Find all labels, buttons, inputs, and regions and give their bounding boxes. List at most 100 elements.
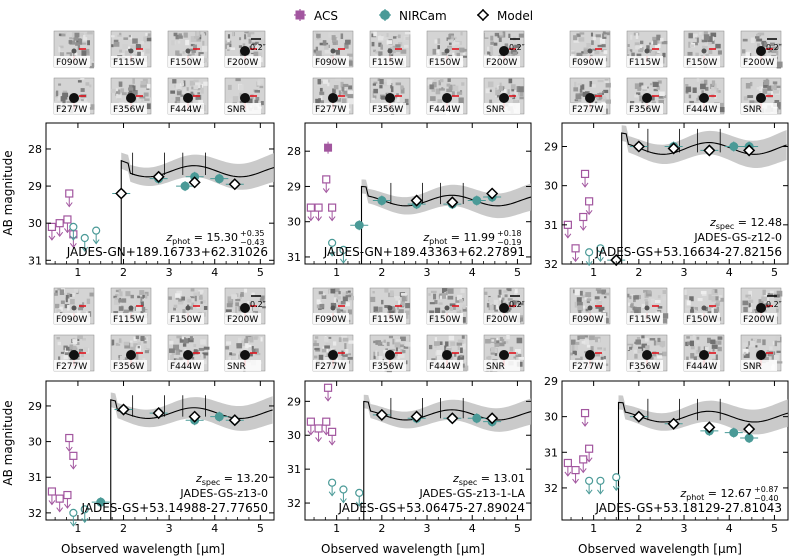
cutout-noise [400, 49, 407, 54]
cutout-noise [394, 296, 401, 299]
cutout-noise [187, 298, 192, 303]
cutout-noise [461, 359, 467, 363]
cutout-noise [602, 90, 605, 93]
cutout-noise [65, 346, 71, 351]
cutout-noise [576, 33, 581, 37]
cutout-noise [490, 347, 496, 353]
nircam-point [596, 244, 605, 263]
cutout-noise [71, 292, 75, 297]
cutout-noise [659, 340, 666, 347]
cutout-noise [67, 298, 71, 304]
cutout-noise [763, 310, 767, 313]
cutout-noise [461, 82, 465, 86]
upper-limit-head [48, 500, 56, 506]
cutout-noise [589, 81, 593, 87]
nircam-point [176, 181, 195, 192]
cutout-noise [313, 343, 320, 347]
cutout-noise [711, 86, 717, 91]
cutout-noise [177, 40, 181, 44]
cutout-noise [145, 103, 151, 110]
cutout-noise [58, 83, 62, 86]
cutout-noise [80, 98, 84, 102]
ylabel-bottom: AB magnitude [1, 400, 15, 485]
cutout-noise [637, 348, 642, 354]
x-tick-label: 3 [424, 266, 431, 279]
cutout-noise [188, 338, 194, 343]
cutout-noise [512, 99, 519, 104]
acs-point [55, 219, 64, 238]
cutout-noise [187, 52, 191, 55]
cutout-noise [499, 31, 503, 36]
x-tick-label: 2 [378, 266, 385, 279]
cutout-noise [514, 300, 519, 304]
cutout-noise [77, 335, 83, 340]
source-blob [642, 350, 652, 360]
cutout-noise [401, 301, 405, 307]
cutout-noise [506, 340, 509, 344]
cutout-noise [717, 50, 722, 55]
cutout-noise [597, 338, 601, 343]
cutout-noise [378, 306, 383, 313]
upper-limit-head [579, 225, 587, 231]
cutout-label-bg [684, 313, 720, 324]
model-point [743, 144, 756, 157]
cutout-noise [130, 294, 134, 299]
cutout-noise [693, 33, 698, 38]
cutout-noise [627, 44, 630, 48]
cutout-noise [441, 293, 446, 299]
nircam-point [467, 413, 486, 424]
source-blob [128, 305, 134, 311]
cutout-noise [77, 44, 81, 50]
cutout-label: F200W [227, 58, 258, 68]
cutout-noise [133, 343, 138, 348]
cutout-noise [193, 44, 197, 51]
cutout-noise [189, 336, 193, 340]
xlabel-left: Observed wavelength [μm] [61, 542, 225, 556]
cutout-noise [54, 292, 58, 296]
cutout-noise [170, 355, 174, 361]
cutout-noise [394, 342, 401, 348]
cutout-noise [511, 53, 516, 58]
nircam-marker [92, 226, 101, 235]
cutout-noise [637, 86, 641, 91]
cutout-label-bg [427, 56, 463, 67]
cutout-noise [348, 60, 353, 66]
cutout-f356w: F356W [110, 77, 152, 115]
nircam-marker [328, 478, 337, 487]
redshift-value: = 12.67 [704, 487, 752, 500]
cutout-noise [372, 290, 375, 294]
cutout-noise [434, 39, 439, 44]
cutout-noise [128, 34, 132, 38]
cutout-noise [719, 102, 724, 108]
cutout-noise [703, 79, 708, 86]
cutout-noise [259, 298, 265, 303]
cutout-noise [181, 296, 186, 301]
cutout-noise [173, 32, 178, 37]
cutout-noise [373, 306, 378, 313]
cutout-noise [343, 88, 346, 93]
legend-label: NIRCam [399, 9, 447, 23]
acs-marker [55, 494, 64, 503]
nircam-point [585, 476, 594, 495]
cutout-noise [597, 44, 604, 47]
cutout-label-bg [111, 103, 147, 114]
cutout-noise [83, 34, 88, 41]
cutout-noise [577, 301, 583, 306]
cutout-label-bg [570, 103, 606, 114]
cutout-noise [752, 337, 758, 341]
source-blob [69, 350, 79, 360]
y-tick-label: 29 [544, 375, 558, 388]
acs-marker [585, 444, 594, 453]
cutout-noise [178, 298, 182, 304]
cutout-noise [742, 342, 748, 348]
cutout-noise [244, 338, 249, 344]
upper-limit-head [69, 243, 77, 249]
cutout-f115w: F115W [110, 30, 152, 68]
cutout-label-bg [168, 360, 204, 371]
upper-limit-head [69, 464, 77, 470]
cutout-noise [494, 341, 500, 347]
cutout-noise [177, 301, 184, 305]
cutout-label-bg [484, 360, 520, 371]
cutout-noise [72, 337, 75, 341]
